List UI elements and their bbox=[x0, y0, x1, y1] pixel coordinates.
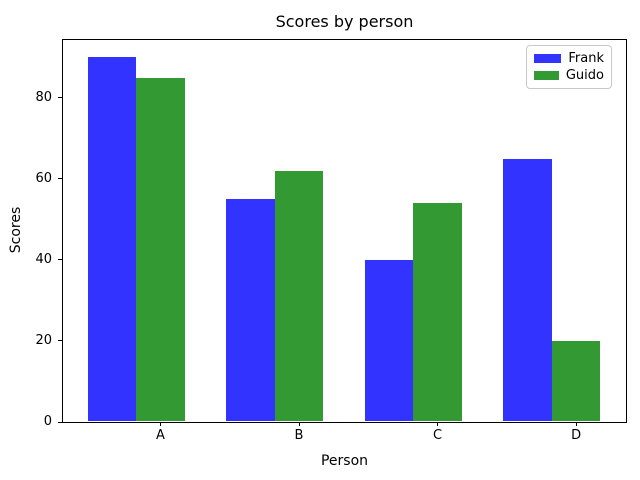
x-tick-mark bbox=[437, 422, 438, 426]
x-axis-label: Person bbox=[320, 453, 369, 469]
chart-title: Scores by person bbox=[275, 12, 414, 31]
y-tick-mark bbox=[58, 97, 62, 99]
frank-bar-D bbox=[503, 158, 552, 421]
x-tick-label: D bbox=[571, 428, 582, 443]
plot-area bbox=[62, 39, 627, 423]
x-tick-mark bbox=[159, 422, 161, 426]
legend-entry-frank: Frank bbox=[534, 51, 604, 66]
frank-series-swatch-icon bbox=[534, 54, 562, 63]
legend-entry-guido: Guido bbox=[534, 68, 604, 83]
guido-bar-C bbox=[413, 203, 462, 421]
guido-series-label: Guido bbox=[565, 68, 604, 83]
legend: Frank Guido bbox=[526, 45, 612, 89]
y-tick-label: 80 bbox=[35, 89, 52, 105]
y-tick-label: 60 bbox=[35, 170, 52, 186]
x-tick-mark bbox=[298, 422, 300, 426]
frank-bar-C bbox=[364, 259, 414, 421]
guido-bar-A bbox=[136, 77, 185, 421]
y-tick-mark bbox=[58, 340, 62, 342]
frank-bar-A bbox=[87, 57, 137, 421]
x-tick-mark bbox=[575, 422, 577, 426]
guido-series-swatch-icon bbox=[534, 71, 559, 80]
y-tick-mark bbox=[58, 259, 62, 261]
y-tick-mark bbox=[58, 421, 62, 423]
x-tick-label: B bbox=[294, 428, 304, 443]
frank-series-label: Frank bbox=[568, 51, 604, 66]
y-tick-label: 0 bbox=[43, 414, 52, 429]
x-tick-label: A bbox=[155, 428, 165, 443]
y-tick-label: 20 bbox=[35, 332, 52, 348]
frank-bar-B bbox=[226, 199, 275, 421]
guido-bar-B bbox=[274, 170, 324, 421]
guido-bar-D bbox=[551, 340, 601, 421]
y-tick-mark bbox=[58, 178, 62, 180]
y-tick-label: 40 bbox=[35, 251, 52, 267]
x-tick-label: C bbox=[432, 428, 443, 443]
